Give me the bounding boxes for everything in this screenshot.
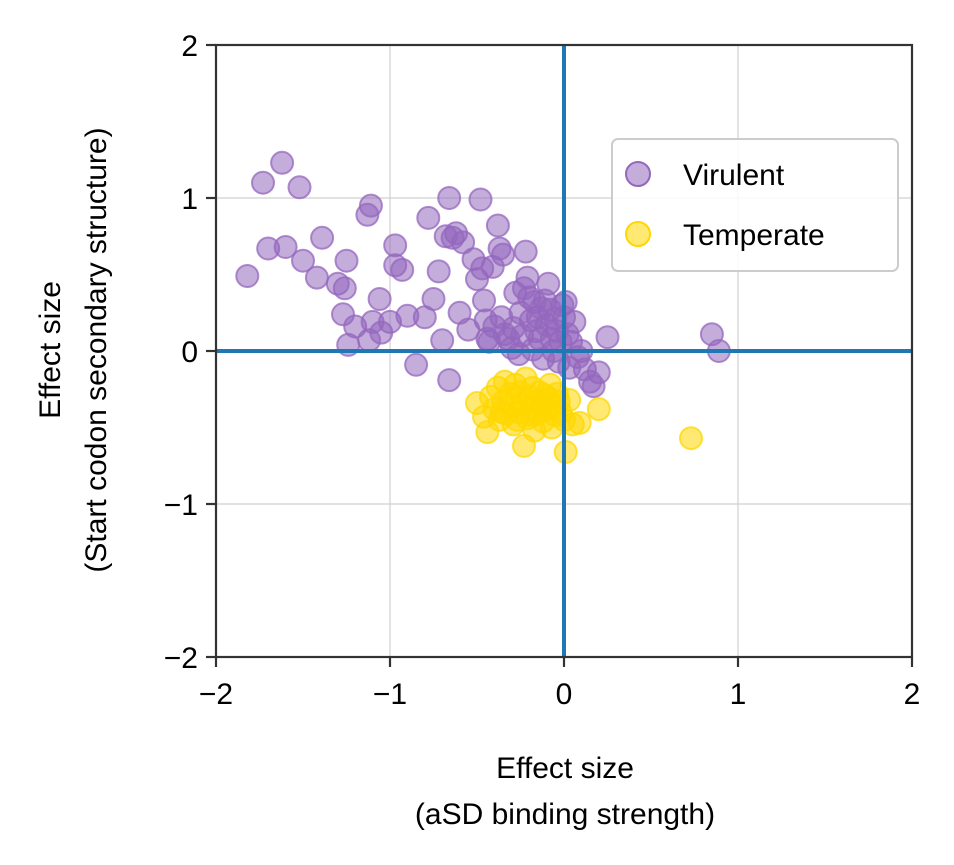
x-axis-title-line2: (aSD binding strength) [415,798,715,831]
legend-label-temperate: Temperate [683,219,825,252]
point-virulent [383,233,408,258]
point-virulent [421,287,446,311]
x-axis-title-line1: Effect size [496,752,634,785]
legend-label-virulent: Virulent [683,159,785,192]
point-temperate [586,397,611,422]
y-axis-title-line1: Effect size [34,281,67,419]
legend: Virulent Temperate [611,138,899,272]
x-tick-label: 2 [904,678,921,711]
point-virulent [235,264,260,288]
point-virulent [334,248,359,273]
point-virulent [273,235,298,259]
axis-ticks: −2 −1 0 1 2 −2 −1 0 1 2 [164,30,921,711]
y-tick-label: 0 [181,336,198,369]
legend-box [611,138,899,272]
point-virulent [472,288,496,313]
point-virulent [562,309,587,334]
point-temperate [679,426,703,451]
point-virulent [468,187,493,212]
point-virulent [291,248,315,273]
point-virulent [310,225,335,250]
point-temperate [567,410,592,435]
point-virulent [501,316,526,341]
point-virulent [270,150,295,175]
x-tick-label: 0 [556,678,573,711]
point-virulent [390,257,415,282]
point-virulent [536,271,561,296]
point-virulent [416,205,441,230]
point-temperate [557,388,582,412]
point-virulent [404,352,429,377]
point-virulent [513,239,538,264]
point-virulent [304,265,329,290]
x-tick-label: 1 [730,678,747,711]
y-axis-title-line2: (Start codon secondary structure) [80,127,113,572]
reference-lines [216,45,912,657]
point-virulent [437,186,462,210]
point-temperate [520,403,545,428]
x-tick-label: −1 [373,678,407,711]
legend-marker-virulent [625,161,651,187]
point-virulent [586,360,611,385]
point-virulent [358,193,383,218]
point-virulent [515,265,540,290]
point-virulent [437,368,462,393]
y-tick-label: 2 [181,30,198,63]
point-virulent [251,170,275,195]
point-virulent [430,328,455,353]
y-tick-label: 1 [181,183,198,216]
y-tick-label: −1 [164,489,198,522]
x-tick-label: −2 [199,678,233,711]
y-tick-label: −2 [164,642,198,675]
point-virulent [287,175,312,200]
point-virulent [485,213,510,238]
legend-marker-temperate [625,221,651,247]
point-virulent [491,242,516,267]
point-virulent [426,259,451,284]
point-virulent [367,287,392,311]
point-virulent [595,325,620,350]
point-virulent [332,276,357,301]
series-temperate [465,366,703,464]
